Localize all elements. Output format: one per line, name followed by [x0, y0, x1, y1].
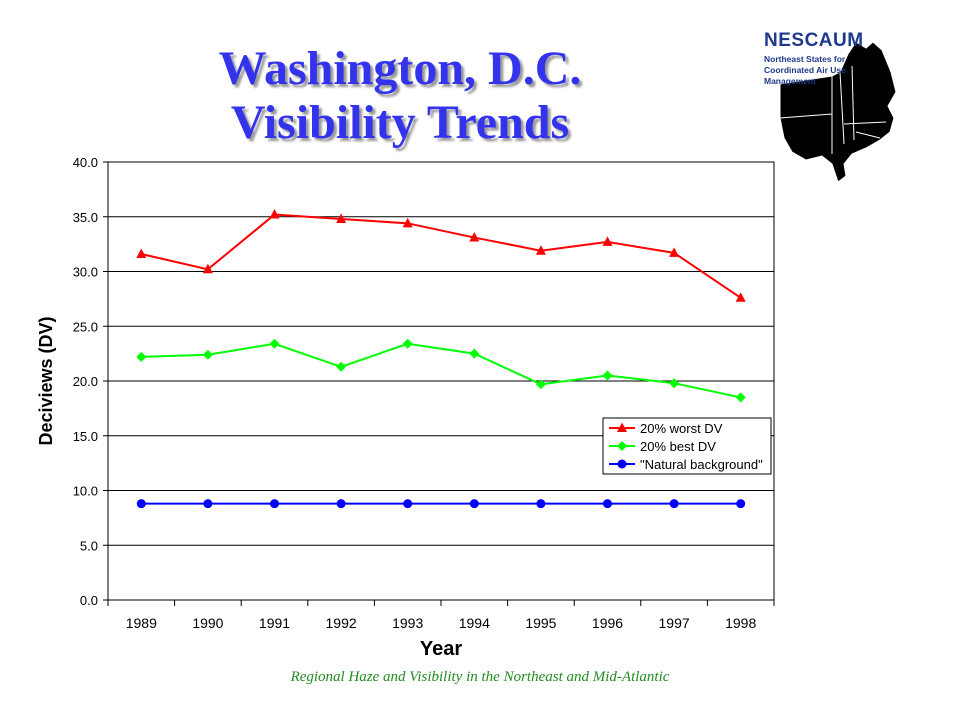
y-axis-title: Deciviews (DV) [36, 316, 56, 445]
northeast-states-map-icon [779, 41, 897, 183]
y-tick-label: 20.0 [73, 374, 98, 389]
x-tick-label: 1990 [192, 615, 223, 631]
data-point [603, 499, 612, 509]
data-point [202, 263, 213, 274]
series-group [136, 499, 746, 509]
series-group [136, 209, 746, 302]
data-point [469, 499, 479, 509]
title-line-1: Washington, D.C. [218, 42, 582, 95]
logo-subtitle-line: Coordinated Air Use [764, 65, 846, 75]
x-tick-label: 1993 [392, 615, 423, 631]
logo-subtitle: Northeast States for Coordinated Air Use… [764, 54, 874, 87]
legend-swatch-marker [617, 422, 627, 432]
data-point [403, 499, 413, 509]
y-tick-label: 40.0 [73, 155, 98, 170]
series [136, 209, 746, 509]
data-point [136, 351, 147, 362]
data-point [336, 361, 347, 372]
legend: 20% worst DV 20% best DV "Natural backgrou… [602, 417, 772, 475]
data-point [270, 499, 279, 509]
data-point [202, 349, 213, 360]
series-group [136, 338, 746, 403]
data-point [536, 499, 546, 509]
y-tick-label: 15.0 [73, 429, 98, 444]
data-point [736, 499, 746, 509]
y-tick-label: 30.0 [73, 265, 98, 280]
data-point [402, 217, 413, 228]
x-tick-label: 1996 [592, 615, 623, 631]
x-tick-label: 1992 [326, 615, 357, 631]
y-tick-label: 10.0 [73, 484, 98, 499]
y-tick-label: 25.0 [73, 319, 98, 334]
x-tick-label: 1989 [126, 615, 157, 631]
data-point [669, 499, 679, 509]
grid-lines [108, 216, 774, 546]
legend-label: 20% worst DV [640, 421, 723, 436]
x-tick-label: 1997 [659, 615, 690, 631]
data-point [336, 213, 347, 223]
legend-swatch-marker [617, 441, 627, 451]
data-point [602, 236, 613, 246]
y-tick-label: 5.0 [80, 538, 98, 553]
data-point [269, 338, 280, 349]
data-point [469, 232, 480, 242]
data-point [269, 209, 280, 219]
legend-label: "Natural background" [640, 457, 763, 472]
legend-label: 20% best DV [640, 439, 716, 454]
data-point [136, 248, 147, 258]
data-point [602, 370, 613, 381]
data-point [535, 379, 546, 390]
y-tick-label: 35.0 [73, 210, 98, 225]
title-line-2: Visibility Trends [230, 96, 570, 149]
data-point [402, 338, 413, 349]
x-axis-title: Year [420, 638, 462, 660]
slide-title: Washington, D.C. Visibility Trends [140, 42, 660, 150]
legend-swatch-marker [617, 459, 627, 469]
x-tick-label: 1998 [725, 615, 756, 631]
logo-name: NESCAUM [764, 30, 864, 51]
x-tick-label: 1991 [259, 615, 290, 631]
data-point [203, 499, 213, 509]
data-point [469, 348, 480, 359]
series-line [141, 342, 741, 399]
logo: NESCAUM Northeast States for Coordinated… [764, 30, 874, 87]
series-line [141, 213, 742, 299]
axes: 0.0 5.0 10.0 15.0 20.0 25.0 30.0 35.0 40.0 1989 19… [73, 155, 775, 631]
x-tick-label: 1994 [459, 615, 490, 631]
y-tick-label: 0.0 [80, 593, 98, 608]
logo-subtitle-line: Management [764, 76, 816, 86]
footer-caption: Regional Haze and Visibility in the Nort… [290, 669, 670, 685]
data-point [735, 392, 746, 403]
data-point [669, 247, 680, 257]
data-point [535, 245, 546, 255]
data-point [336, 499, 346, 509]
data-point [669, 378, 680, 389]
logo-subtitle-line: Northeast States for [764, 54, 846, 64]
x-tick-label: 1995 [525, 615, 556, 631]
data-point [735, 292, 746, 302]
data-point [136, 499, 146, 509]
